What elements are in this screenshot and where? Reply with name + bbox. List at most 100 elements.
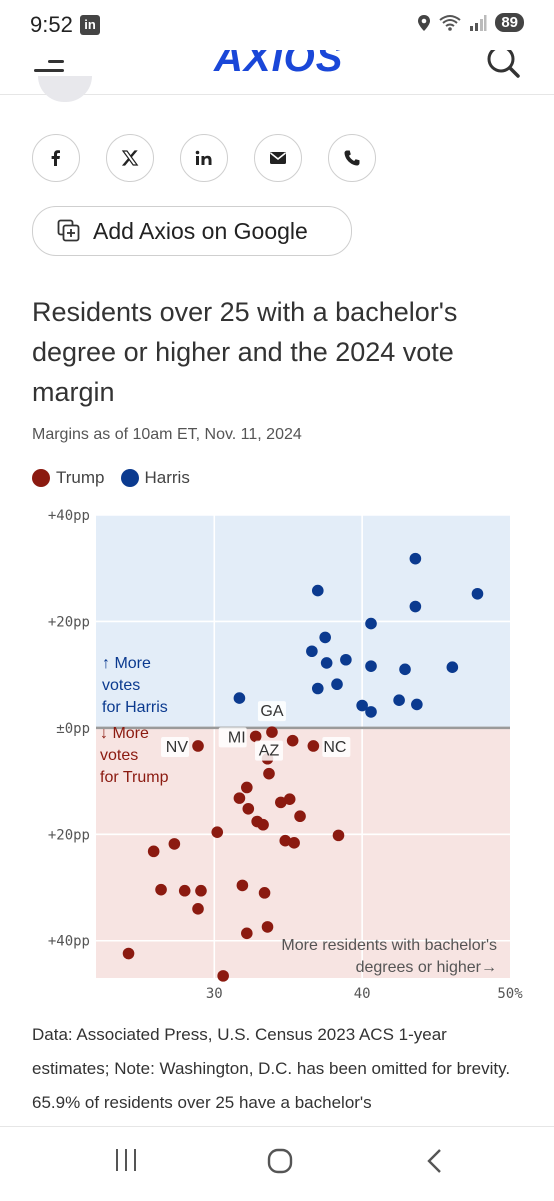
trump-point [249,730,262,743]
harris-point [409,600,422,613]
trump-zone-annotation: ↓ More [100,725,149,742]
trump-point [294,810,306,823]
harris-point [365,706,377,718]
harris-point [446,661,459,674]
signal-icon [470,14,487,31]
status-bar: 9:52 in 89 [0,0,554,50]
legend-label-harris: Harris [144,468,190,487]
home-icon[interactable] [266,1147,294,1175]
trump-point [241,927,253,940]
share-linkedin-button[interactable] [180,134,228,182]
y-tick-label: +20pp [48,827,90,843]
harris-zone-annotation: votes [102,677,140,694]
trump-point [192,903,204,915]
trump-point [241,781,253,794]
system-nav-bar [0,1126,554,1201]
chart-subtitle: Margins as of 10am ET, Nov. 11, 2024 [32,426,302,443]
trump-point [242,802,255,815]
state-label: GA [260,703,283,720]
harris-point [320,657,333,669]
trump-point [195,884,207,897]
harris-point [409,552,422,565]
state-label-background [257,701,286,722]
trump-zone-background [96,727,510,978]
trump-point [283,793,296,805]
state-label: MI [228,729,246,746]
trump-point [275,796,287,809]
chart-title: Residents over 25 with a bachelor's degr… [32,297,458,407]
state-label-background [254,740,283,761]
state-label-background [218,727,247,748]
scatter-chart: +40pp +20pp ±0pp +20pp +40pp 30 40 50% ↑ More vot… [48,508,523,1000]
x-tick-label: 50% [497,986,523,1000]
share-facebook-button[interactable] [32,134,80,182]
harris-point [306,645,318,658]
author-avatar [38,76,92,102]
add-axios-on-google-button[interactable]: Add Axios on Google [32,206,352,256]
battery-indicator: 89 [495,13,524,32]
status-icons: 89 [417,13,524,32]
site-logo[interactable]: AXIOS [214,50,344,80]
harris-point [311,682,324,695]
y-tick-label: +40pp [48,934,90,950]
trump-zone-annotation: for Trump [100,769,169,786]
email-icon [270,152,286,164]
harris-point [365,617,377,630]
search-icon[interactable] [486,50,520,86]
harris-point [393,694,405,706]
trump-zone-annotation: votes [100,747,138,764]
menu-icon[interactable] [34,54,64,78]
linkedin-notification-icon: in [80,15,100,35]
x-tick-label: 40 [354,986,371,1000]
wifi-icon [439,14,461,31]
trump-point [168,838,181,850]
share-x-button[interactable] [106,134,154,182]
harris-point [365,660,377,672]
trump-point [192,740,204,752]
harris-point [471,587,484,600]
share-buttons [32,134,376,182]
harris-point [340,653,352,666]
back-icon[interactable] [424,1147,444,1175]
trump-point [261,921,274,933]
trump-point [288,837,300,849]
trump-point [263,767,275,780]
trump-point [307,740,320,752]
trump-point [122,947,135,960]
chart-source-note: Data: Associated Press, U.S. Census 2023… [32,1025,511,1112]
harris-zone-annotation: for Harris [102,699,168,716]
trump-point [286,734,299,747]
trump-point [266,726,278,738]
y-tick-label: +20pp [48,614,90,630]
legend-label-trump: Trump [56,468,105,487]
x-tick-label: 30 [206,986,223,1000]
y-tick-label: ±0pp [56,721,90,737]
legend-swatch-trump [32,469,50,487]
chart-legend: Trump Harris [32,468,190,488]
status-time: 9:52 [30,12,73,37]
harris-point [356,699,368,712]
share-phone-button[interactable] [328,134,376,182]
trump-point [332,829,345,842]
trump-point [236,879,249,892]
y-tick-label: +40pp [48,508,90,524]
harris-point [319,631,331,644]
facebook-icon [51,150,60,166]
linkedin-icon [195,150,212,165]
harris-zone-annotation: ↑ More [102,655,151,672]
phone-icon [344,150,360,166]
site-header: AXIOS [0,50,554,95]
harris-point [399,663,411,676]
harris-point [233,692,246,704]
share-email-button[interactable] [254,134,302,182]
trump-point [258,887,271,899]
state-label: NC [323,739,346,756]
trump-point [233,792,246,804]
harris-point [331,678,343,691]
trump-point [147,845,160,858]
recent-apps-icon[interactable] [114,1147,138,1173]
add-axios-on-google-label: Add Axios on Google [93,217,308,244]
state-label-background [161,736,190,757]
x-icon [121,150,139,166]
location-icon [418,14,431,31]
